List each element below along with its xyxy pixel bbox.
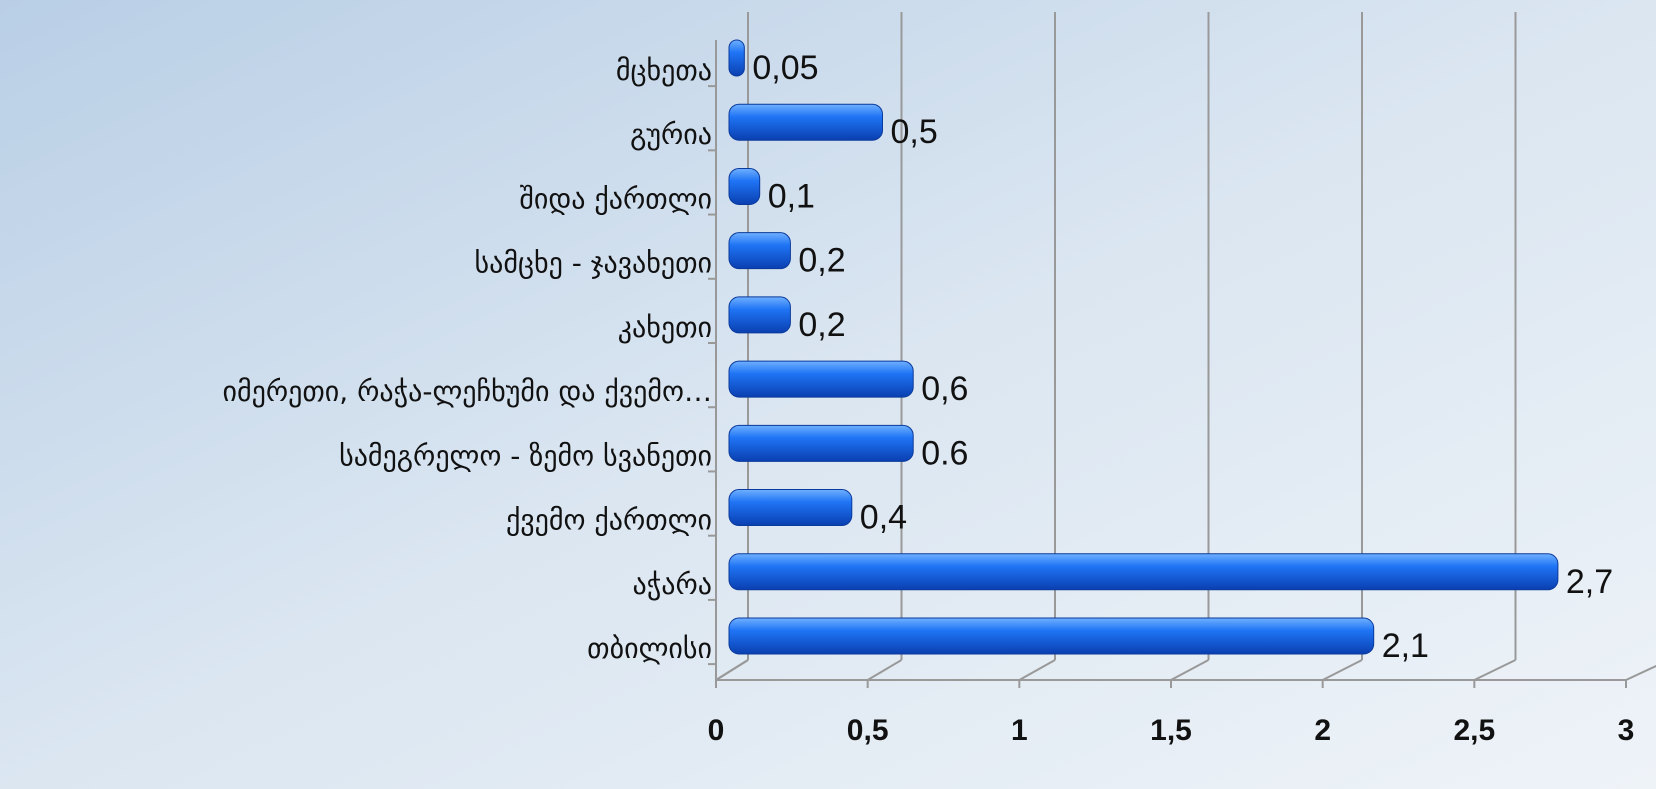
y-tick-label: თბილისი [587,632,712,665]
y-tick-label: კახეთი [618,311,712,344]
x-tick-label: 2,5 [1453,714,1495,747]
x-tick-label: 0 [708,714,725,747]
y-tick-label: ქვემო ქართლი [506,504,712,537]
x-tick-label: 0,5 [847,714,889,747]
bar [728,167,761,205]
value-label: 0,5 [891,113,938,151]
bar [728,553,1559,591]
grid-line [1170,659,1209,681]
grid-line [1322,659,1363,681]
value-label: 0,2 [798,242,845,280]
value-label: 0,1 [768,177,815,215]
y-tick-label: შიდა ქართლი [519,182,712,215]
value-label: 0,6 [921,370,968,408]
grid-line [1625,664,1656,681]
bar [728,103,883,141]
value-label: 0,4 [860,499,907,537]
value-label: 0.6 [921,434,968,472]
y-tick-label: აჭარა [632,568,712,601]
y-tick-label: მცხეთა [616,54,712,87]
bar [728,489,853,527]
bar [728,360,914,398]
bar [728,232,791,270]
value-label: 0,2 [798,306,845,344]
x-tick-label: 2 [1314,714,1331,747]
x-tick-label: 3 [1618,714,1635,747]
grid-line [1473,659,1516,681]
grid-line [1018,659,1056,681]
value-label: 0,05 [752,49,818,87]
bar [728,39,745,77]
y-tick-label: სამცხე - ჯავახეთი [475,247,713,280]
y-tick-label: სამეგრელო - ზემო სვანეთი [339,439,712,472]
x-tick-label: 1 [1011,714,1028,747]
x-tick-label: 1,5 [1150,714,1192,747]
grid-line [715,659,749,681]
y-tick-label: იმერეთი, რაჭა-ლეჩხუმი და ქვემო… [223,375,712,408]
bar [728,424,914,462]
grid-line [867,659,903,681]
bar [728,617,1375,655]
value-label: 2,7 [1566,563,1613,601]
y-tick-label: გურია [630,118,712,151]
value-label: 2,1 [1382,627,1429,665]
bar [728,296,791,334]
